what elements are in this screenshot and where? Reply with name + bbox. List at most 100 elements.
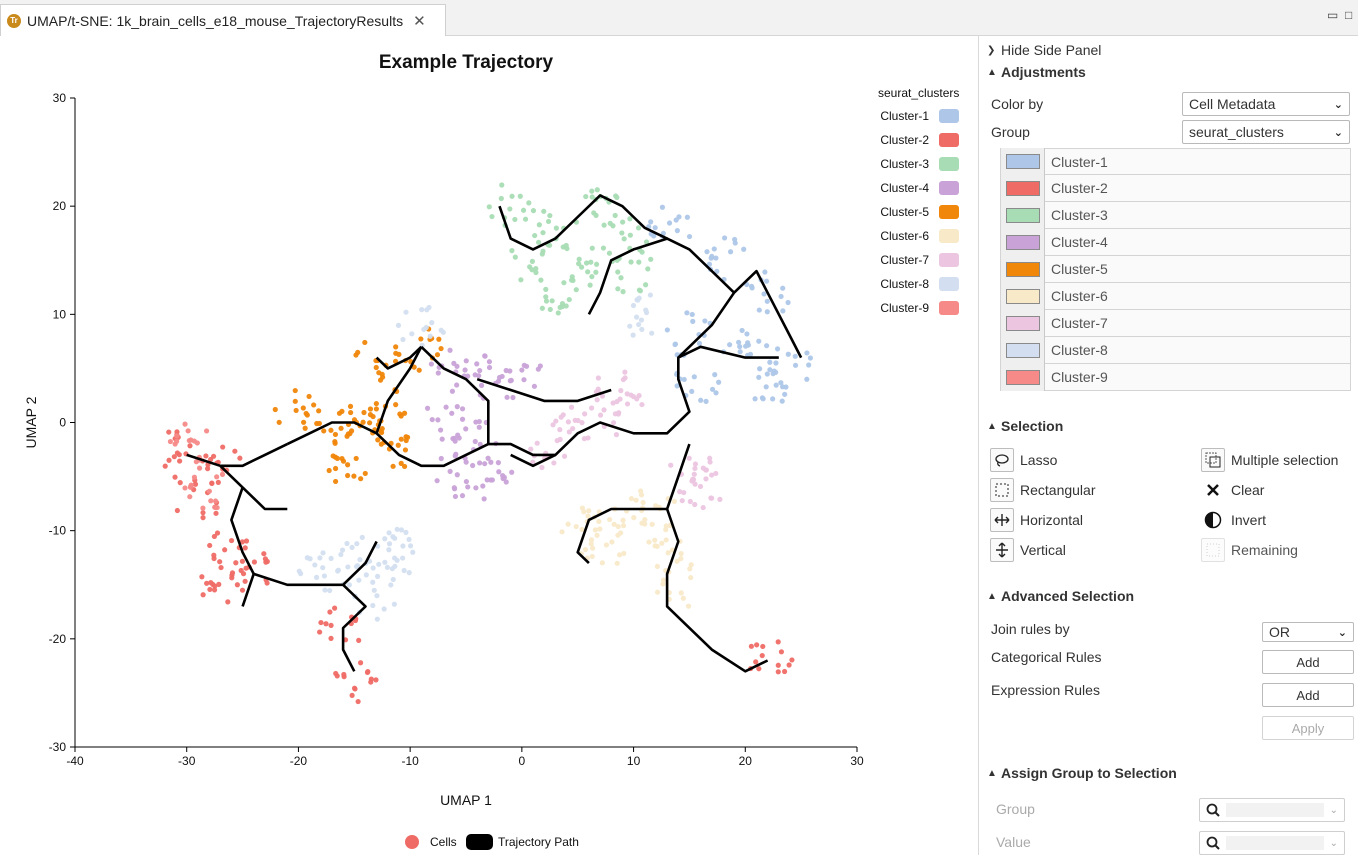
add-expression-rule-button[interactable]: Add xyxy=(1262,683,1354,707)
chevron-down-icon: ⌄ xyxy=(1337,626,1347,639)
legend-label: Cluster-6 xyxy=(880,229,929,243)
cell-point-cluster-5 xyxy=(395,442,401,448)
horizontal-tool[interactable]: Horizontal xyxy=(990,508,1083,532)
hide-side-panel-toggle[interactable]: ❯ Hide Side Panel xyxy=(987,42,1101,58)
group-item[interactable]: Cluster-1 xyxy=(1000,148,1351,175)
horizontal-label: Horizontal xyxy=(1020,512,1084,528)
group-item[interactable]: Cluster-8 xyxy=(1000,336,1351,364)
cell-point-cluster-2 xyxy=(192,481,199,487)
invert-tool[interactable]: Invert xyxy=(1201,508,1266,532)
group-item[interactable]: Cluster-4 xyxy=(1000,228,1351,256)
join-rules-select[interactable]: OR ⌄ xyxy=(1262,622,1354,642)
cell-point-cluster-7 xyxy=(568,404,575,410)
cell-point-cluster-4 xyxy=(462,367,468,373)
cell-point-cluster-8 xyxy=(375,543,381,549)
cell-point-cluster-6 xyxy=(654,543,660,549)
cell-point-cluster-1 xyxy=(714,268,720,274)
multiple-selection-tool[interactable]: Multiple selection xyxy=(1201,448,1338,472)
lasso-tool[interactable]: Lasso xyxy=(990,448,1057,472)
color-swatch-button[interactable] xyxy=(1001,282,1045,310)
cell-point-cluster-2 xyxy=(162,463,168,469)
assign-group-header[interactable]: ▲ Assign Group to Selection xyxy=(987,765,1177,781)
cell-point-cluster-7 xyxy=(581,436,587,442)
cells-legend-label: Cells xyxy=(430,835,457,849)
cell-point-cluster-2 xyxy=(211,587,218,593)
chevron-down-icon: ⌄ xyxy=(1329,804,1338,816)
cell-point-cluster-2 xyxy=(210,581,216,587)
cell-point-cluster-2 xyxy=(177,480,183,486)
cell-point-cluster-1 xyxy=(792,362,799,368)
x-tick-label: 20 xyxy=(739,754,753,768)
assign-group-search[interactable]: ⌄ xyxy=(1199,798,1345,822)
umap-chart[interactable]: Example Trajectory-40 -30 -20 -10 0 10 20 30-30… xyxy=(0,36,978,855)
x-tick-label: -10 xyxy=(401,754,419,768)
advanced-selection-header[interactable]: ▲ Advanced Selection xyxy=(987,588,1134,604)
cell-point-cluster-4 xyxy=(486,359,493,365)
assign-value-search[interactable]: ⌄ xyxy=(1199,831,1345,855)
clear-tool[interactable]: Clear xyxy=(1201,478,1264,502)
color-swatch-button[interactable] xyxy=(1001,336,1045,364)
color-swatch-button[interactable] xyxy=(1001,148,1045,175)
rectangular-tool[interactable]: Rectangular xyxy=(990,478,1096,502)
adjustments-header[interactable]: ▲ Adjustments xyxy=(987,64,1086,80)
apply-button[interactable]: Apply xyxy=(1262,716,1354,740)
cell-point-cluster-2 xyxy=(775,669,781,675)
vertical-tool[interactable]: Vertical xyxy=(990,538,1066,562)
trajectory-app-icon: Tr xyxy=(7,13,21,28)
cell-point-cluster-1 xyxy=(778,380,784,386)
cell-point-cluster-2 xyxy=(228,537,235,544)
color-swatch-button[interactable] xyxy=(1001,255,1045,283)
cell-point-cluster-3 xyxy=(559,303,566,310)
selection-header[interactable]: ▲ Selection xyxy=(987,418,1063,434)
cell-point-cluster-8 xyxy=(313,574,320,580)
color-swatch xyxy=(1005,154,1040,169)
group-item[interactable]: Cluster-3 xyxy=(1000,201,1351,229)
remaining-tool[interactable]: Remaining xyxy=(1201,538,1298,562)
group-item[interactable]: Cluster-9 xyxy=(1000,363,1351,391)
cell-point-cluster-2 xyxy=(225,599,231,605)
group-item[interactable]: Cluster-2 xyxy=(1000,174,1351,202)
cell-point-cluster-7 xyxy=(595,386,601,392)
remaining-icon xyxy=(1201,538,1225,562)
cell-point-cluster-3 xyxy=(648,256,654,262)
cell-point-cluster-1 xyxy=(773,360,779,366)
color-swatch-button[interactable] xyxy=(1001,363,1045,391)
group-item[interactable]: Cluster-6 xyxy=(1000,282,1351,310)
side-panel: ❯ Hide Side Panel ▲ Adjustments Color by… xyxy=(978,36,1358,855)
color-swatch-button[interactable] xyxy=(1001,201,1045,229)
group-item[interactable]: Cluster-5 xyxy=(1000,255,1351,283)
cell-point-cluster-8 xyxy=(376,561,382,567)
join-rules-value: OR xyxy=(1269,624,1290,640)
cell-point-cluster-8 xyxy=(429,320,435,326)
maximize-icon[interactable]: □ xyxy=(1345,8,1353,22)
cell-point-cluster-1 xyxy=(659,204,666,210)
cell-point-cluster-1 xyxy=(767,359,773,365)
cell-point-cluster-4 xyxy=(503,479,509,485)
hide-side-panel-label[interactable]: Hide Side Panel xyxy=(1001,42,1102,58)
cell-point-cluster-4 xyxy=(454,382,460,388)
cell-point-cluster-8 xyxy=(403,529,409,535)
group-item-label: Cluster-4 xyxy=(1051,234,1108,250)
minimize-icon[interactable]: ▭ xyxy=(1327,8,1339,22)
group-item[interactable]: Cluster-7 xyxy=(1000,309,1351,337)
tab-umap-results[interactable]: Tr UMAP/t-SNE: 1k_brain_cells_e18_mouse_… xyxy=(0,4,446,36)
add-categorical-rule-button[interactable]: Add xyxy=(1262,650,1354,674)
color-by-select[interactable]: Cell Metadata ⌄ xyxy=(1182,92,1350,116)
cell-point-cluster-3 xyxy=(555,310,561,316)
plot-area[interactable]: Example Trajectory -40 -30 -20 -10 0 10 20 30 -30… xyxy=(0,36,978,855)
cell-point-cluster-7 xyxy=(622,375,628,381)
color-swatch-button[interactable] xyxy=(1001,174,1045,202)
close-icon[interactable]: ✕ xyxy=(413,12,426,30)
cell-point-cluster-6 xyxy=(665,550,671,556)
color-swatch-button[interactable] xyxy=(1001,228,1045,256)
cell-point-cluster-2 xyxy=(242,545,248,551)
cell-point-cluster-4 xyxy=(463,358,469,364)
group-select[interactable]: seurat_clusters ⌄ xyxy=(1182,120,1350,144)
cell-point-cluster-4 xyxy=(459,406,466,412)
color-swatch-button[interactable] xyxy=(1001,309,1045,337)
cell-point-cluster-4 xyxy=(428,361,434,367)
legend-label: Cluster-5 xyxy=(880,205,929,219)
cell-point-cluster-8 xyxy=(328,555,334,561)
cell-point-cluster-1 xyxy=(648,219,654,225)
trajectory-legend-label: Trajectory Path xyxy=(498,835,579,849)
